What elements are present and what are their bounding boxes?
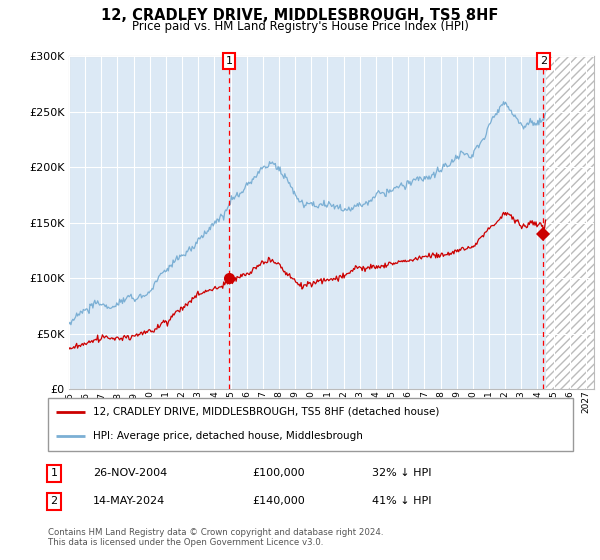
Text: 1: 1 [226,56,232,66]
Text: 14-MAY-2024: 14-MAY-2024 [93,496,165,506]
Text: 2: 2 [50,496,58,506]
Text: £100,000: £100,000 [252,468,305,478]
Text: 32% ↓ HPI: 32% ↓ HPI [372,468,431,478]
Text: 12, CRADLEY DRIVE, MIDDLESBROUGH, TS5 8HF: 12, CRADLEY DRIVE, MIDDLESBROUGH, TS5 8H… [101,8,499,24]
Text: 26-NOV-2004: 26-NOV-2004 [93,468,167,478]
Bar [545,56,594,389]
Text: 41% ↓ HPI: 41% ↓ HPI [372,496,431,506]
Text: 2: 2 [540,56,547,66]
FancyBboxPatch shape [48,398,573,451]
Text: £140,000: £140,000 [252,496,305,506]
Text: Contains HM Land Registry data © Crown copyright and database right 2024.
This d: Contains HM Land Registry data © Crown c… [48,528,383,547]
Text: Price paid vs. HM Land Registry's House Price Index (HPI): Price paid vs. HM Land Registry's House … [131,20,469,32]
Text: 12, CRADLEY DRIVE, MIDDLESBROUGH, TS5 8HF (detached house): 12, CRADLEY DRIVE, MIDDLESBROUGH, TS5 8H… [92,407,439,417]
Text: HPI: Average price, detached house, Middlesbrough: HPI: Average price, detached house, Midd… [92,431,362,441]
Bar [545,56,594,389]
Text: 1: 1 [50,468,58,478]
